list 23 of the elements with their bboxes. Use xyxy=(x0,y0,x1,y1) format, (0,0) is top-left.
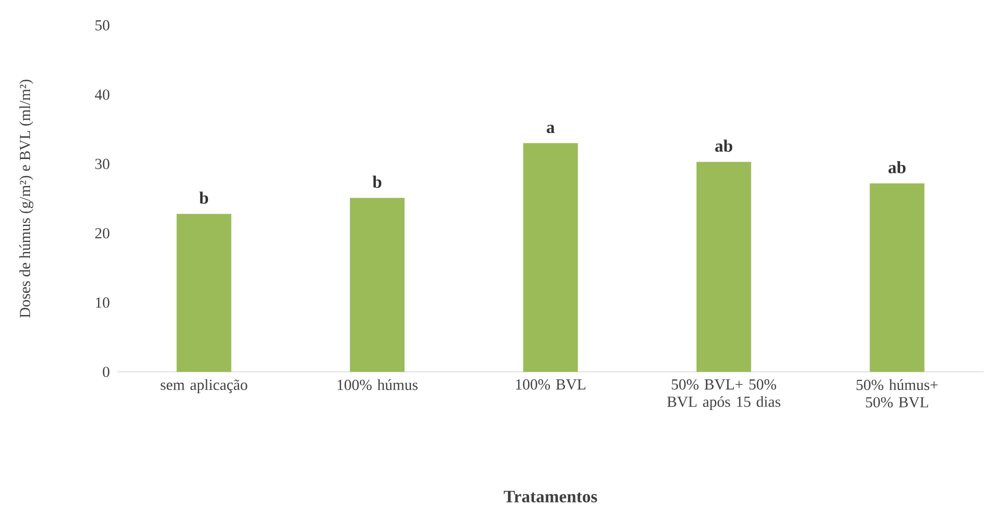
x-tick-label: 50% húmus+ 50% BVL xyxy=(856,379,938,408)
bar xyxy=(176,214,232,372)
y-tick-label: 0 xyxy=(102,366,110,378)
bar xyxy=(696,162,752,372)
bar xyxy=(870,183,924,372)
y-tick-label: 10 xyxy=(96,297,110,308)
annotation: ab xyxy=(715,140,732,152)
x-tick-label: 100% húmus xyxy=(338,379,418,390)
y-tick-label: 20 xyxy=(95,228,110,239)
x-tick-label: 50% BVL+ 50% BVL após 15 dias xyxy=(667,379,780,410)
annotation: b xyxy=(372,176,382,188)
y-axis-title: Doses de húmus (g/m²) e BVL (ml/m²) xyxy=(19,80,34,318)
y-tick-label: 50 xyxy=(96,20,110,31)
y-tick-label: 30 xyxy=(95,158,110,170)
annotation: b xyxy=(199,192,208,204)
bar xyxy=(523,143,578,372)
annotation: ab xyxy=(888,161,906,174)
x-axis-title: Tratamentos xyxy=(504,490,598,502)
x-tick-label: 100% BVL xyxy=(516,379,586,390)
x-tick-label: sem aplicação xyxy=(160,379,248,394)
annotation: a xyxy=(546,124,555,134)
bar xyxy=(350,198,405,372)
y-tick-label: 40 xyxy=(94,90,110,100)
